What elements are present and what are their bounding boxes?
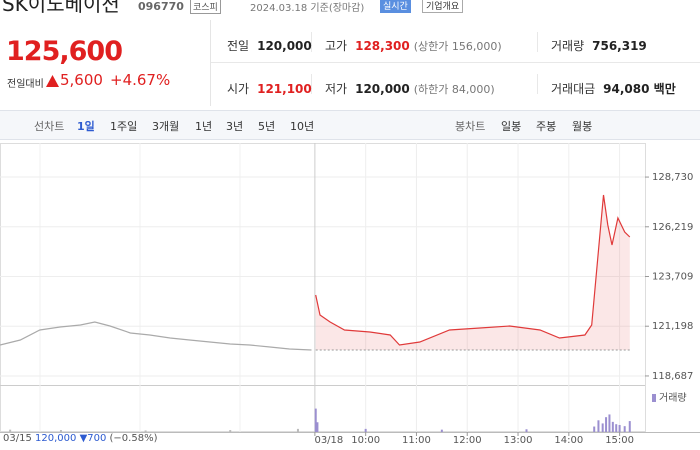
- volume-bar: [296, 428, 299, 432]
- up-icon: [46, 75, 59, 87]
- stat: 저가 120,000 (하한가 84,000): [325, 80, 495, 97]
- stat-value: 756,319: [592, 39, 647, 53]
- stat: 거래대금 94,080 백만: [551, 80, 676, 97]
- volume-bar: [525, 429, 528, 432]
- volume-bar: [593, 426, 596, 432]
- tab[interactable]: 3개월: [152, 120, 180, 133]
- divider: [537, 32, 538, 52]
- plot-border: [0, 143, 646, 432]
- stat: 거래량 756,319: [551, 37, 647, 54]
- change-label: 전일대비: [7, 79, 44, 90]
- stat-value: 128,300: [355, 39, 410, 53]
- volume-bar: [615, 424, 618, 432]
- volume-bar: [59, 430, 62, 432]
- stat-label: 시가: [227, 82, 250, 96]
- x-tick-label: 15:00: [605, 435, 634, 446]
- stat: 고가 128,300 (상한가 156,000): [325, 37, 502, 54]
- volume-bar: [144, 430, 147, 432]
- y-tick-label: 128,730: [652, 172, 693, 183]
- price-area: [315, 195, 630, 350]
- volume-bar: [440, 429, 443, 432]
- tab[interactable]: 5년: [258, 120, 276, 133]
- stat-label: 고가: [325, 39, 348, 53]
- stat-value: 120,000: [355, 82, 410, 96]
- divider: [311, 74, 312, 94]
- volume-bar: [623, 426, 626, 432]
- stock-code: 096770: [138, 0, 184, 13]
- tab[interactable]: 1년: [195, 120, 213, 133]
- divider: [311, 32, 312, 52]
- tab[interactable]: 3년: [226, 120, 244, 133]
- volume-bar: [364, 428, 367, 432]
- x-tick-label: 10:00: [351, 435, 380, 446]
- tab[interactable]: 1주일: [110, 120, 138, 133]
- x-tick-label: 11:00: [402, 435, 431, 446]
- stats: 전일 120,000 고가 128,300 (상한가 156,000) 거래량 756,…: [211, 20, 700, 106]
- divider: [211, 62, 700, 63]
- realtime-button[interactable]: 실시간: [380, 0, 411, 13]
- tab[interactable]: 일봉: [501, 120, 522, 133]
- x-tick-label: 13:00: [504, 435, 533, 446]
- stat-extra: (상한가 156,000): [413, 40, 502, 53]
- volume-bar: [9, 429, 12, 432]
- stock-name: SK이노베이션: [2, 0, 120, 16]
- current-price: 125,600: [6, 36, 123, 67]
- divider: [537, 74, 538, 94]
- volume-bar: [314, 408, 317, 432]
- tab[interactable]: 월봉: [572, 120, 593, 133]
- x-tick-label: 12:00: [453, 435, 482, 446]
- tab[interactable]: 1일: [77, 120, 95, 133]
- stat-label: 거래량: [551, 39, 585, 53]
- tab: 선차트: [34, 120, 65, 133]
- volume-bar: [628, 421, 631, 432]
- legend-swatch: [652, 394, 656, 402]
- stat: 시가 121,100: [227, 80, 312, 97]
- tab[interactable]: 주봉: [536, 120, 557, 133]
- volume-bar: [605, 417, 608, 432]
- volume-bar: [229, 430, 232, 432]
- volume-bar: [608, 414, 611, 432]
- stat: 전일 120,000: [227, 37, 312, 54]
- prev-change: ▼700: [79, 433, 107, 444]
- stat-value: 94,080 백만: [603, 82, 676, 96]
- y-tick-label: 123,709: [652, 271, 693, 282]
- tab-bar: 선차트 1일 1주일 3개월 1년 3년 5년 10년 봉차트 일봉 주봉 월봉: [0, 110, 700, 140]
- date: 2024.03.18 기준(장마감): [250, 3, 365, 14]
- price-line: [0, 321, 312, 351]
- stat-label: 거래대금: [551, 82, 596, 96]
- previous-info: 03/15 120,000 ▼700 (−0.58%): [3, 433, 157, 444]
- stat-label: 전일: [227, 39, 250, 53]
- prev-percent: (−0.58%): [109, 433, 158, 444]
- chart: 128,730 126,219 123,709 121,198 118,687 03/18…: [0, 143, 700, 446]
- prev-date: 03/15: [3, 433, 32, 444]
- header: SK이노베이션 096770 코스피 2024.03.18 기준(장마감) 실시…: [0, 0, 700, 16]
- volume-bar: [618, 424, 621, 432]
- volume-bar: [597, 420, 600, 432]
- tab[interactable]: 10년: [290, 120, 315, 133]
- stat-label: 저가: [325, 82, 348, 96]
- change-percent: +4.67%: [110, 71, 171, 89]
- change: 5,600: [60, 71, 103, 89]
- y-tick-label: 118,687: [652, 371, 693, 382]
- volume-bar: [611, 421, 614, 432]
- x-tick-label: 03/18: [314, 435, 343, 446]
- volume-bar: [316, 422, 319, 432]
- x-tick-label: 14:00: [554, 435, 583, 446]
- stat-value: 121,100: [257, 82, 312, 96]
- stat-value: 120,000: [257, 39, 312, 53]
- price-line: [315, 194, 631, 346]
- prev-close: 120,000: [35, 433, 77, 444]
- tab: 봉차트: [455, 120, 486, 133]
- company-button[interactable]: 기업개요: [422, 0, 464, 13]
- y-tick-label: 126,219: [652, 222, 693, 233]
- stat-extra: (하한가 84,000): [413, 83, 495, 96]
- y-tick-label: 121,198: [652, 321, 693, 332]
- legend-label: 거래량: [659, 392, 687, 404]
- volume-bar: [601, 423, 604, 432]
- market-badge: 코스피: [190, 0, 221, 14]
- price-box: 125,600 전일대비 5,600 +4.67%: [0, 20, 211, 106]
